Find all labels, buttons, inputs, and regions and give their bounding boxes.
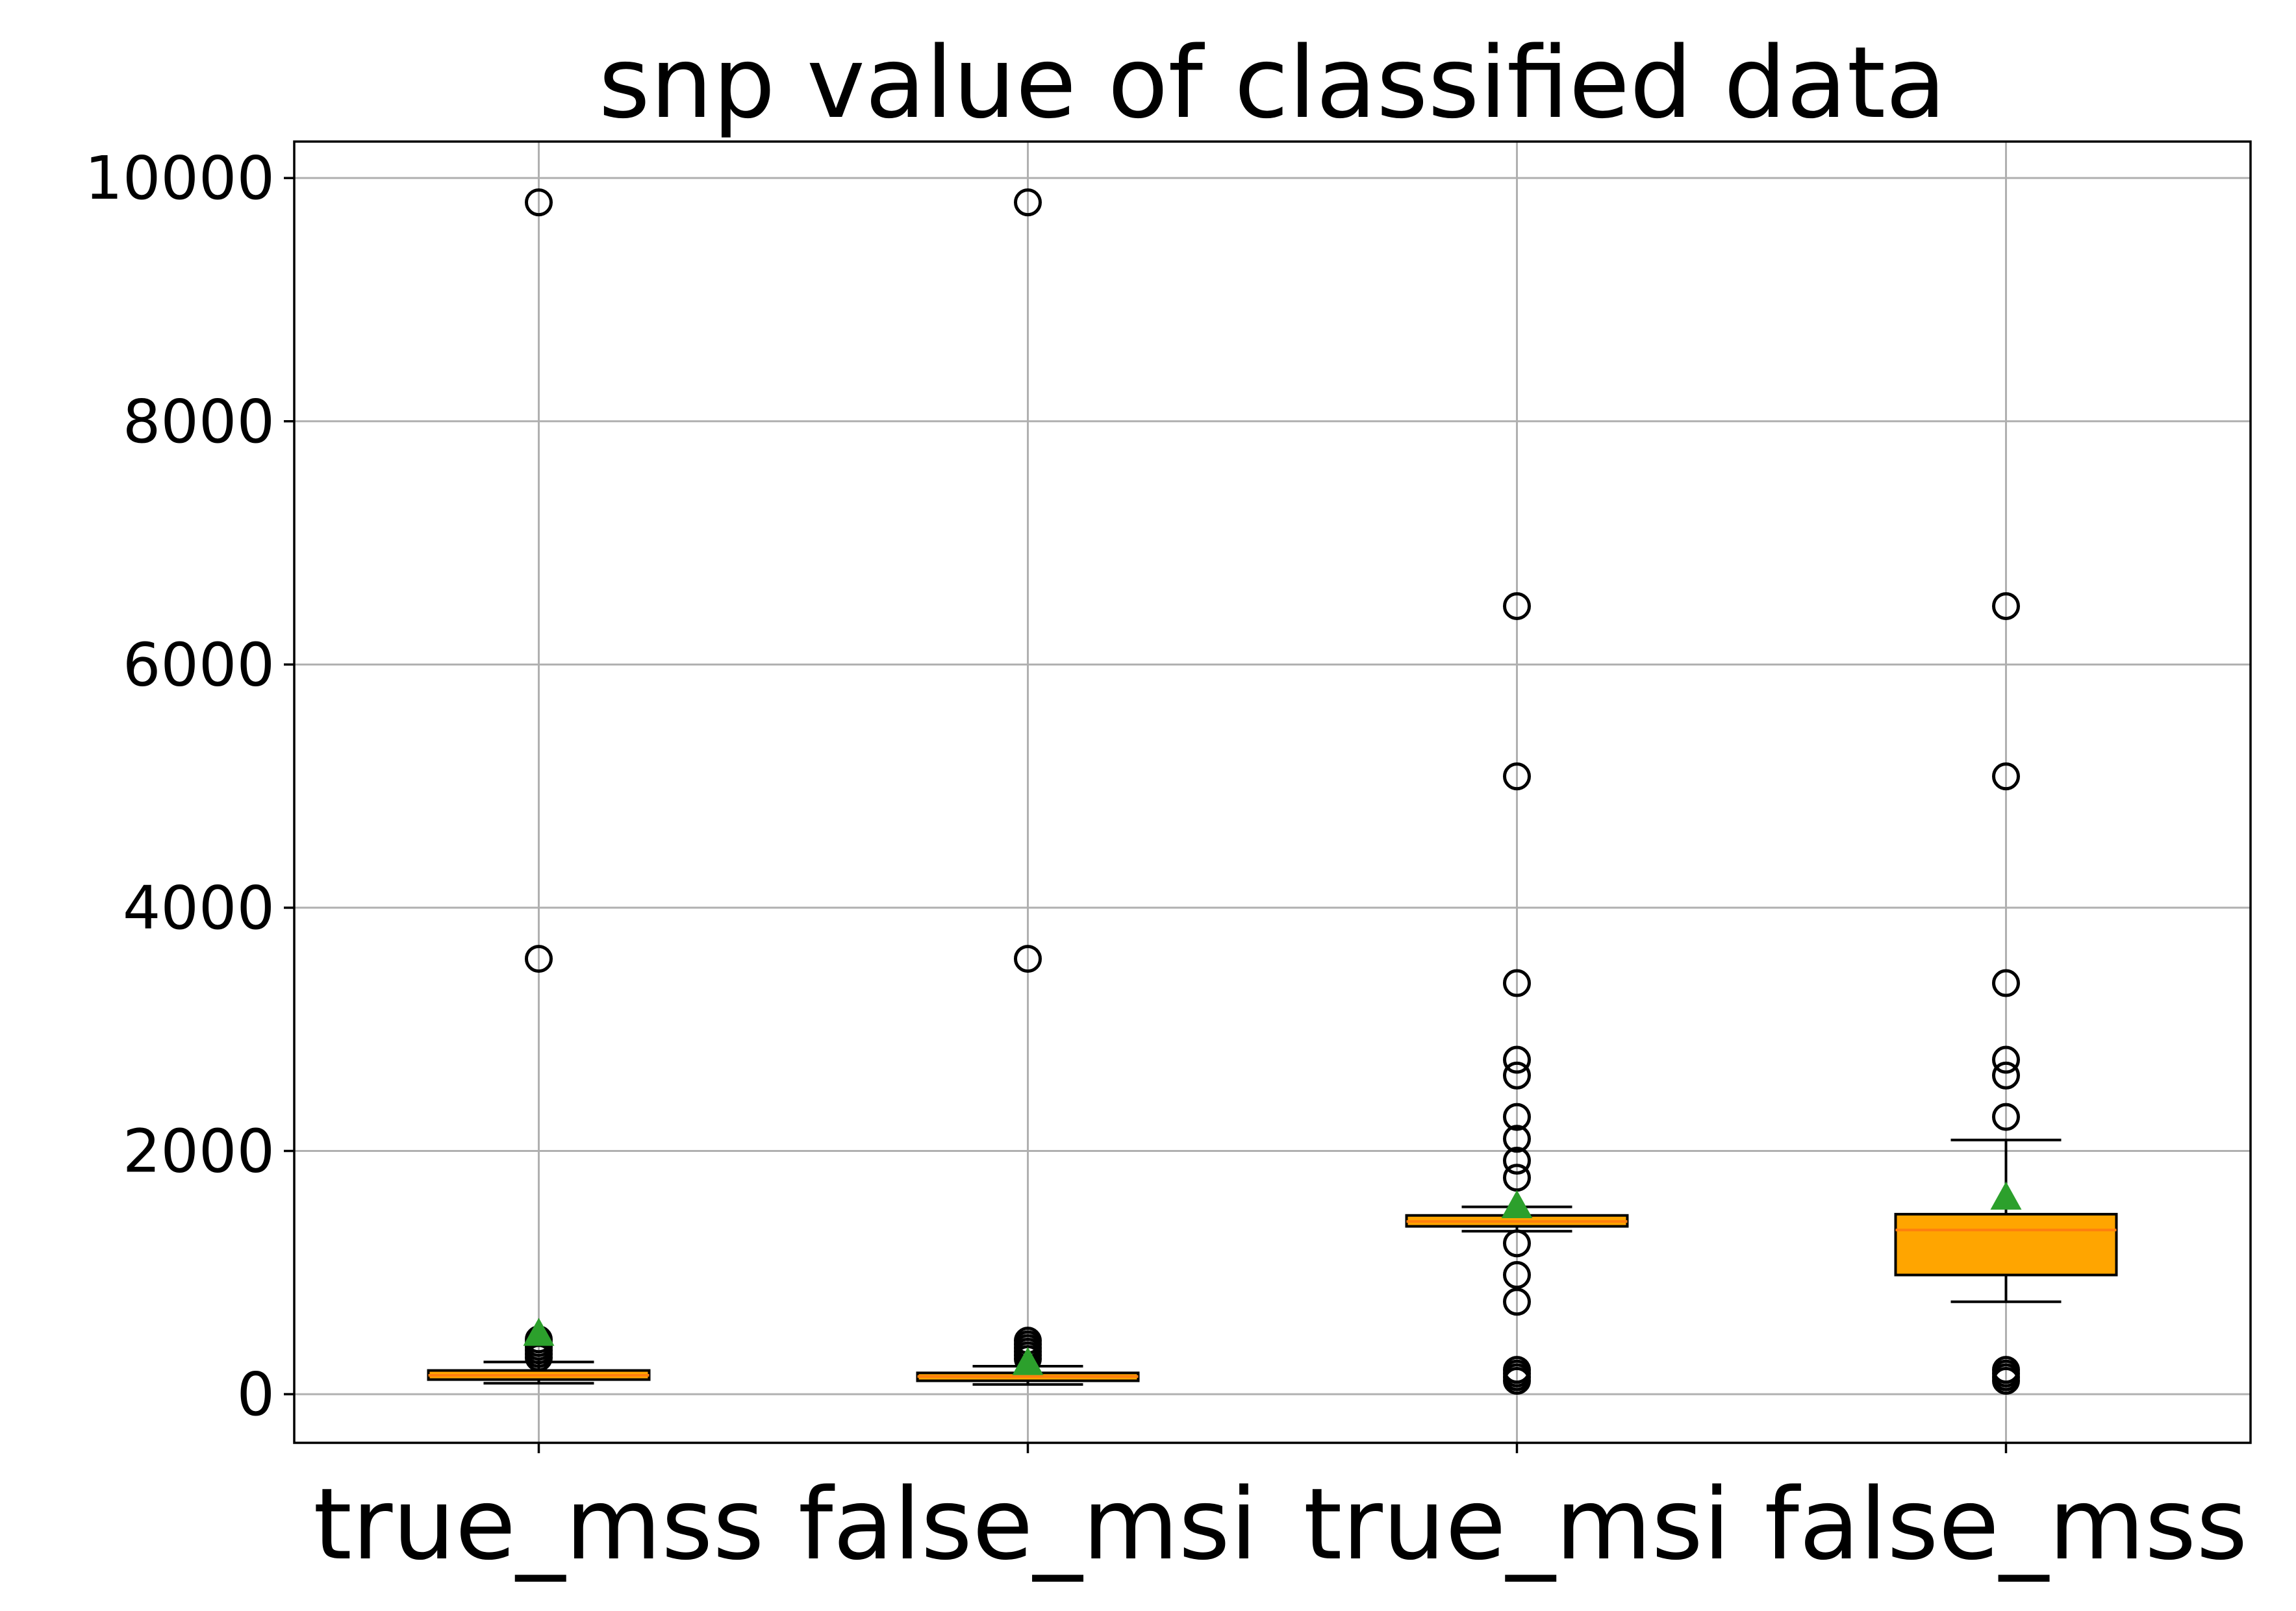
x-tick-label: true_mss — [313, 1467, 764, 1582]
outlier-point — [1992, 969, 2020, 997]
y-tick-label: 6000 — [123, 630, 275, 699]
plot-layer — [427, 188, 2118, 1395]
y-tick-label: 0 — [236, 1360, 275, 1429]
x-tick-label: false_mss — [1764, 1467, 2247, 1582]
outlier-point — [1503, 1288, 1531, 1316]
outlier-point — [525, 188, 553, 217]
mean-marker — [1990, 1181, 2022, 1210]
mean-marker — [1012, 1347, 1044, 1375]
outlier-point — [1503, 1366, 1531, 1395]
x-tick-label: false_msi — [798, 1467, 1257, 1582]
outlier-point — [1503, 1229, 1531, 1258]
outlier-point — [1992, 592, 2020, 620]
outlier-point — [1503, 762, 1531, 791]
outlier-point — [1503, 1164, 1531, 1192]
box-false_mss — [1894, 592, 2118, 1395]
outlier-point — [1503, 1103, 1531, 1131]
y-tick-label: 10000 — [84, 144, 275, 213]
axes-frame — [293, 140, 2252, 1444]
outlier-point — [1503, 1125, 1531, 1153]
y-tick-label: 4000 — [123, 873, 275, 943]
box-true_mss — [427, 188, 651, 1385]
outlier-point — [1992, 1103, 2020, 1131]
outlier-point — [1014, 188, 1042, 217]
outlier-point — [1992, 762, 2020, 791]
outlier-point — [1992, 1061, 2020, 1090]
box-false_msi — [916, 188, 1140, 1386]
y-tick-label: 8000 — [123, 387, 275, 456]
outlier-point — [1503, 1045, 1531, 1074]
box-body — [1894, 1212, 2118, 1277]
tick-layer: 0 2000 4000 6000 8000 10000 true_mss false_msi t… — [84, 144, 2247, 1582]
y-tick-label: 2000 — [123, 1117, 275, 1186]
box-true_msi — [1405, 592, 1629, 1395]
outlier-point — [1992, 1045, 2020, 1074]
mean-marker — [523, 1318, 555, 1346]
outlier-point — [1503, 969, 1531, 997]
outlier-point — [1992, 1366, 2020, 1395]
outlier-point — [1503, 1061, 1531, 1090]
outlier-point — [525, 945, 553, 973]
outlier-point — [1014, 945, 1042, 973]
outlier-point — [1503, 1146, 1531, 1175]
outlier-point — [1503, 1261, 1531, 1290]
x-tick-label: true_msi — [1304, 1467, 1730, 1582]
outlier-point — [1503, 592, 1531, 620]
chart-title: snp value of classified data — [599, 25, 1947, 140]
mean-marker — [1501, 1190, 1533, 1218]
